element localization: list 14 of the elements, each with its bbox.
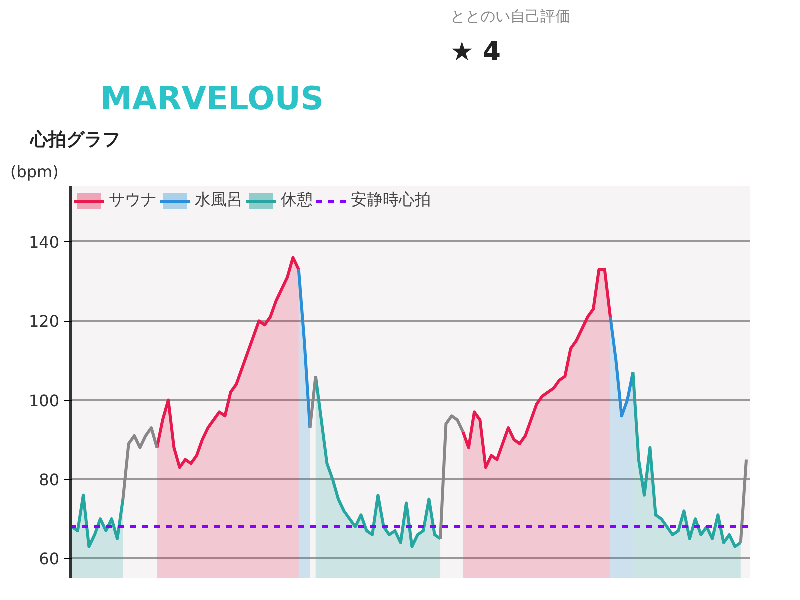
- y-tick-label: 60: [39, 550, 60, 569]
- legend-label: 水風呂: [195, 190, 243, 211]
- y-tick-label: 140: [28, 232, 60, 252]
- y-axis-title: (bpm): [10, 162, 59, 182]
- text: ★ 4: [450, 38, 501, 68]
- legend-label: 休憩: [281, 190, 313, 211]
- y-tick-label: 100: [28, 391, 60, 410]
- text: MARVELOUS: [100, 80, 324, 118]
- text: ととのい自己評価: [450, 8, 570, 26]
- y-tick-label: 120: [28, 312, 60, 332]
- legend-label: サウナ: [109, 190, 157, 211]
- y-tick-label: 80: [39, 470, 60, 490]
- chart-title: 心拍グラフ: [30, 130, 120, 150]
- legend-label: 安静時心拍: [351, 190, 431, 211]
